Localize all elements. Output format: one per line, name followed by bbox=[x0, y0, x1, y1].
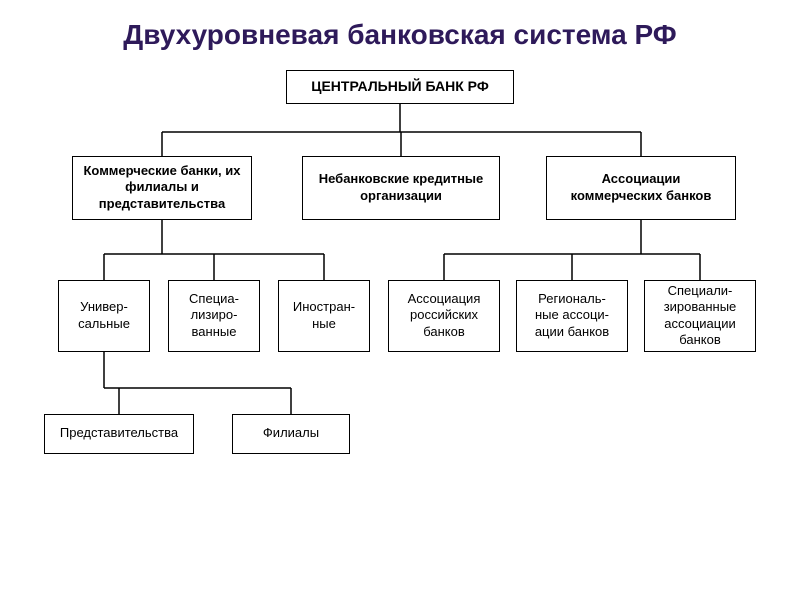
node-l2b: Небанковские кредитные организации bbox=[302, 156, 500, 220]
node-l4a: Представительства bbox=[44, 414, 194, 454]
node-l4b: Филиалы bbox=[232, 414, 350, 454]
node-root: ЦЕНТРАЛЬНЫЙ БАНК РФ bbox=[286, 70, 514, 104]
org-chart: ЦЕНТРАЛЬНЫЙ БАНК РФ Коммерческие банки, и… bbox=[0, 60, 800, 580]
node-l3a: Универ-сальные bbox=[58, 280, 150, 352]
node-l2c: Ассоциации коммерческих банков bbox=[546, 156, 736, 220]
node-l3c: Иностран-ные bbox=[278, 280, 370, 352]
node-l2a: Коммерческие банки, их филиалы и предста… bbox=[72, 156, 252, 220]
node-l3b: Специа-лизиро-ванные bbox=[168, 280, 260, 352]
page-title: Двухуровневая банковская система РФ bbox=[0, 0, 800, 60]
node-l3d: Ассоциация российских банков bbox=[388, 280, 500, 352]
node-l3f: Специали-зированные ассоциации банков bbox=[644, 280, 756, 352]
node-l3e: Региональ-ные ассоци-ации банков bbox=[516, 280, 628, 352]
